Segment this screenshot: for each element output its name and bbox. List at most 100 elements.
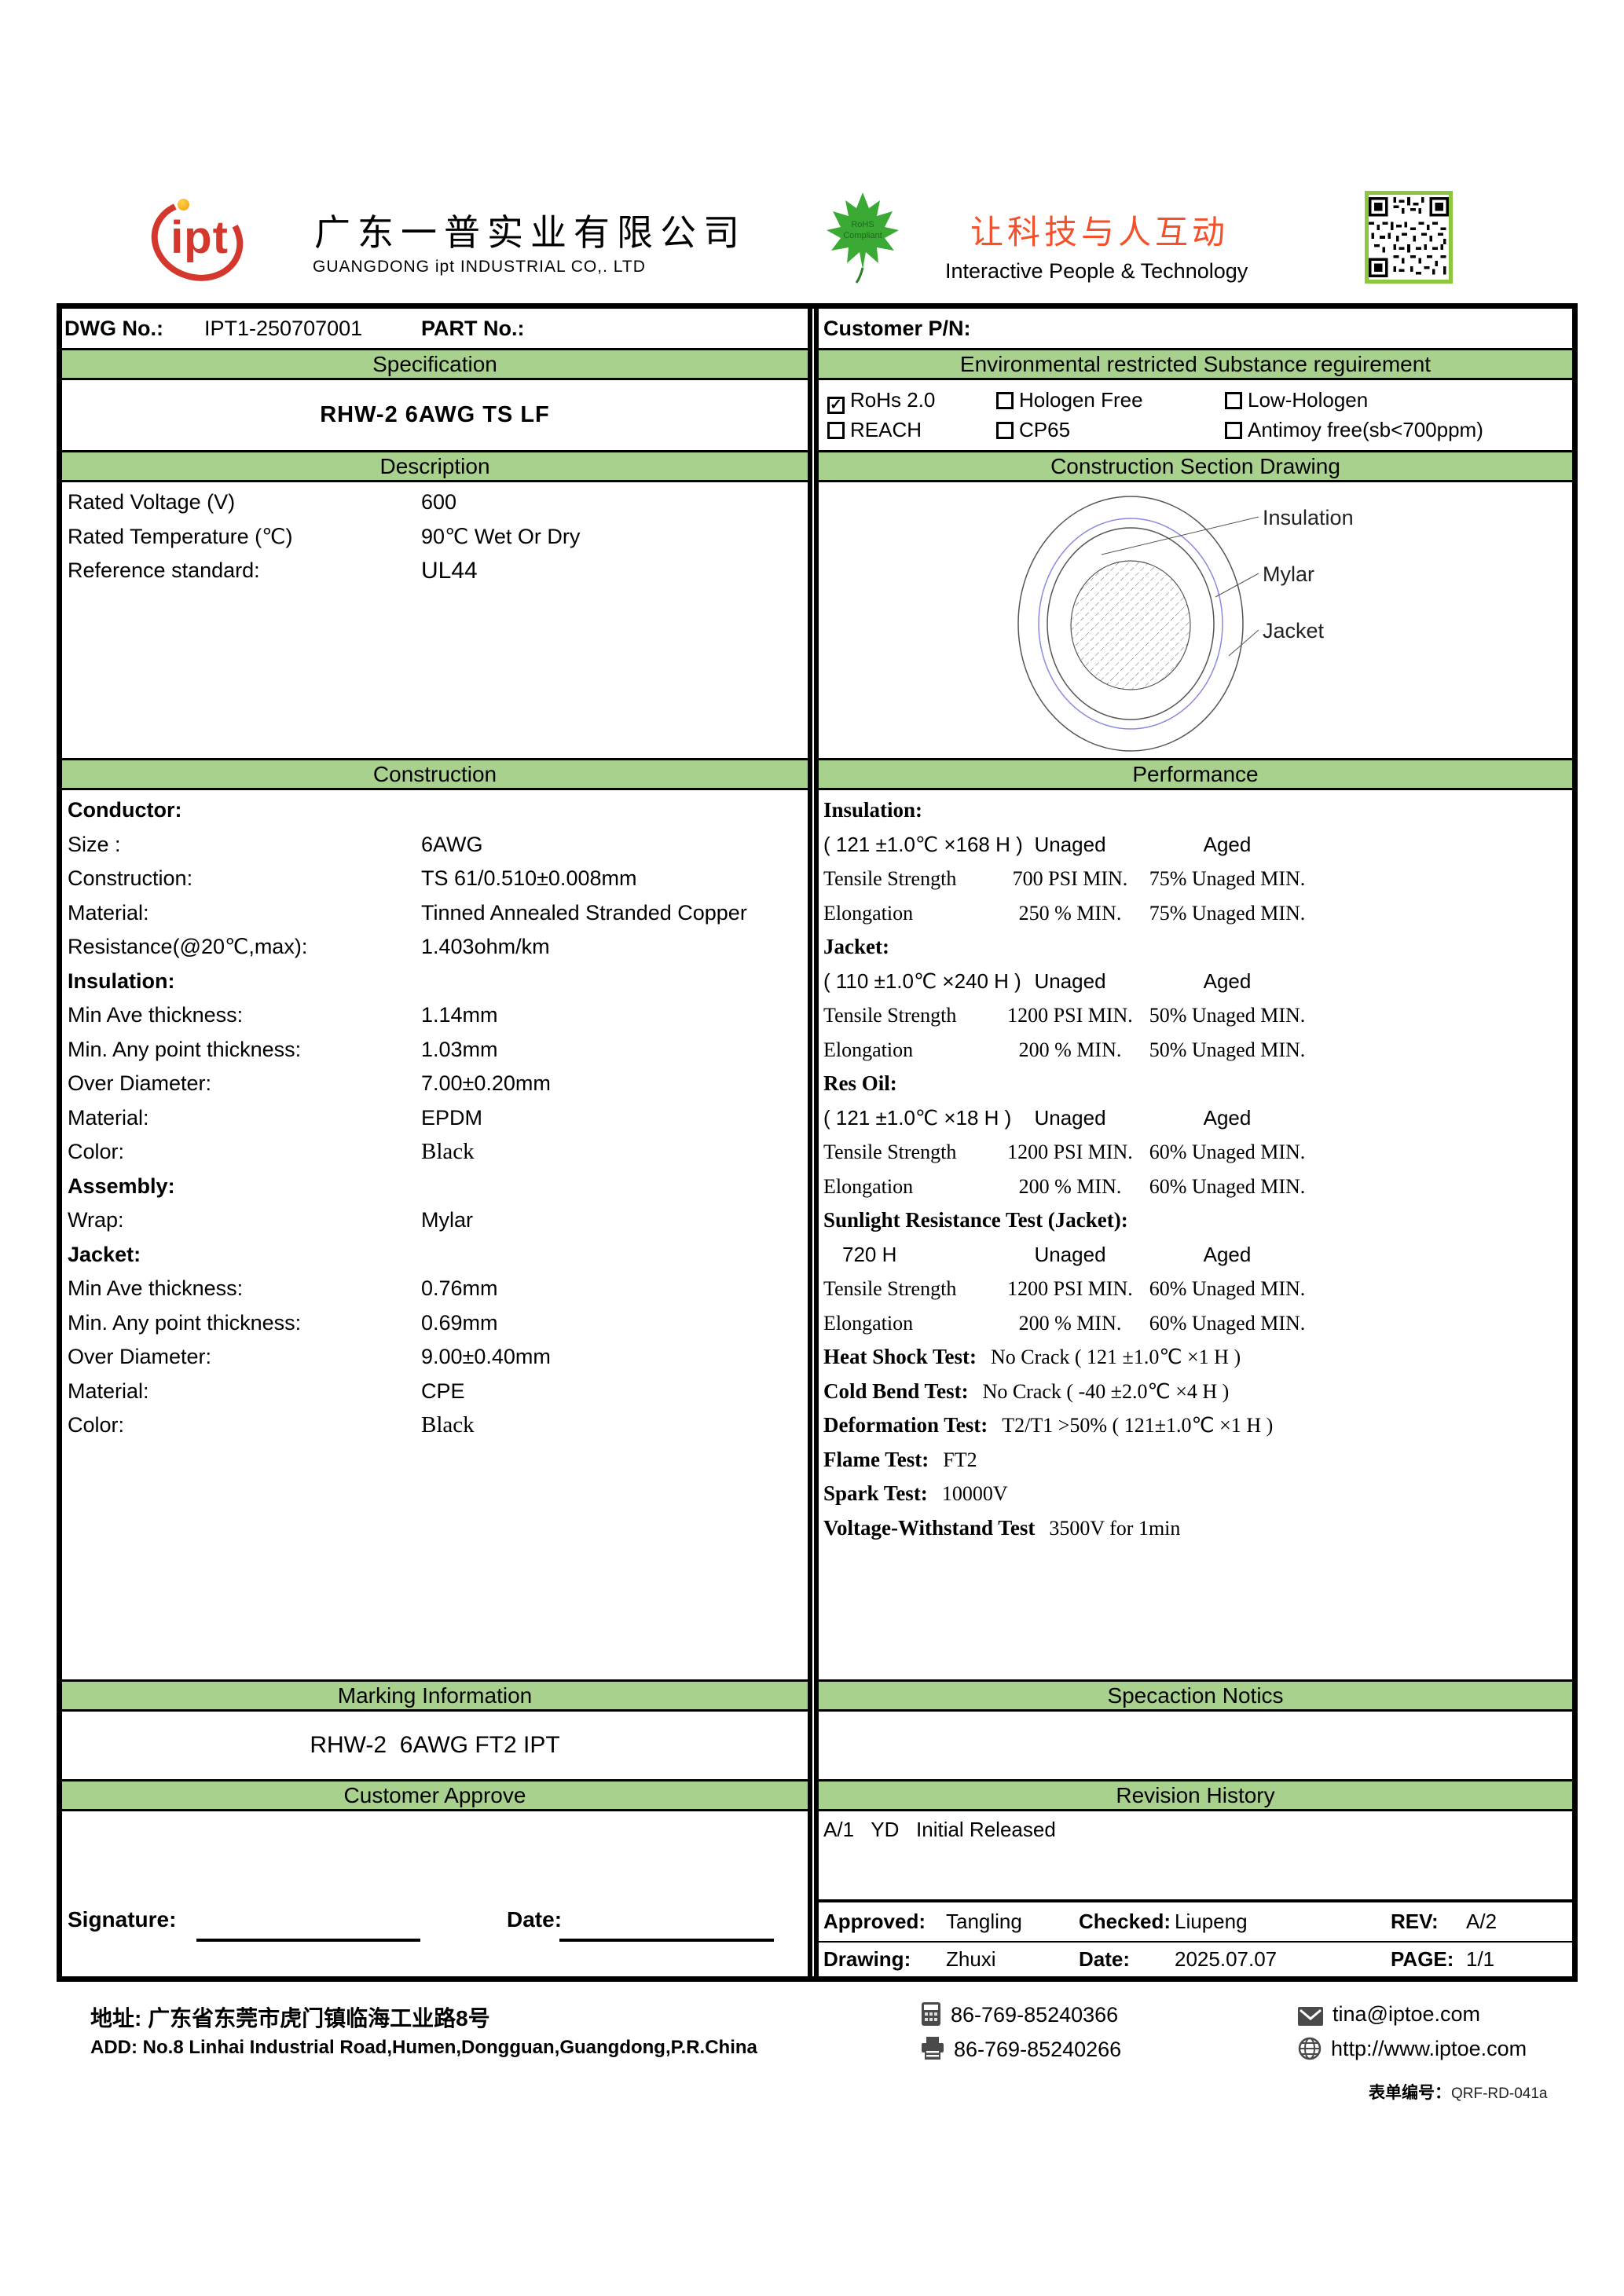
row-value: 1.03mm	[421, 1037, 498, 1061]
construction-row: Min Ave thickness: 1.14mm	[62, 998, 808, 1033]
row-label: Material:	[68, 1105, 149, 1130]
checkbox-icon[interactable]: ✓	[827, 397, 845, 414]
performance-row: Elongation 200 % MIN. 60% Unaged MIN.	[819, 1306, 1572, 1341]
checkbox-hologen-free[interactable]: Hologen Free	[996, 388, 1143, 412]
date-line[interactable]	[559, 1939, 774, 1942]
row-value: 0.69mm	[421, 1310, 498, 1335]
perf-c2: 700 PSI MIN.	[1012, 867, 1128, 890]
construction-row: Insulation:	[62, 965, 808, 999]
perf-c2: 200 % MIN.	[1018, 1311, 1122, 1335]
page-label: PAGE:	[1391, 1947, 1454, 1971]
construction-row: Resistance(@20℃,max): 1.403ohm/km	[62, 930, 808, 965]
row-label: Insulation:	[68, 969, 175, 993]
date-label: Date:	[1079, 1947, 1131, 1971]
company-name-cn: 广东一普实业有限公司	[314, 212, 746, 253]
checkbox-antimoy-free[interactable]: Antimoy free(sb<700ppm)	[1225, 418, 1483, 441]
perf-c1: Spark Test:	[823, 1481, 928, 1505]
checkbox-icon[interactable]	[1225, 422, 1242, 439]
checkbox-label: CP65	[1019, 418, 1071, 441]
row-value: CPE	[421, 1379, 465, 1403]
revision-block: A/1 YD Initial Released Approved: Tangli…	[819, 1811, 1572, 1976]
checkbox-icon[interactable]	[996, 422, 1014, 439]
perf-c1: Sunlight Resistance Test (Jacket):	[823, 1208, 1128, 1232]
perf-c1: Elongation	[823, 1174, 914, 1198]
perf-c3: Aged	[1203, 1105, 1252, 1130]
approval-row: Drawing: Zhuxi Date: 2025.07.07 PAGE: 1/…	[819, 1943, 1572, 1976]
row-label: Assembly:	[68, 1174, 175, 1198]
checkbox-icon[interactable]	[827, 422, 845, 439]
phone-number: 86-769-85240366	[951, 2003, 1119, 2027]
rohs-leaf-icon: RoHS Compliant	[823, 191, 902, 284]
perf-c1: ( 110 ±1.0℃ ×240 H )	[823, 969, 1021, 993]
perf-c3: 75% Unaged MIN.	[1149, 901, 1306, 925]
form-number-label: 表单编号：	[1369, 2084, 1451, 2102]
construction-row: Conductor:	[62, 793, 808, 828]
construction-row: Color: Black	[62, 1408, 808, 1443]
construction-row: Construction: TS 61/0.510±0.008mm	[62, 862, 808, 896]
perf-c3: 60% Unaged MIN.	[1149, 1277, 1306, 1300]
environment-block: ✓ RoHs 2.0 Hologen Free Low-Hologen REACH…	[819, 380, 1572, 450]
row-label: Over Diameter:	[68, 1071, 212, 1095]
marking-text: RHW-2 6AWG FT2 IPT	[310, 1732, 560, 1758]
performance-block: Insulation: ( 121 ±1.0℃ ×168 H ) Unaged Ag…	[819, 790, 1572, 1679]
perf-c1: Elongation	[823, 1038, 914, 1061]
section-header-revision-history: Revision History	[819, 1779, 1572, 1811]
checkbox-icon[interactable]	[1225, 392, 1242, 409]
phone-icon	[921, 2001, 941, 2032]
perf-c1: Res Oil:	[823, 1071, 897, 1095]
company-name-en: GUANGDONG ipt INDUSTRIAL CO,. LTD	[313, 258, 646, 276]
perf-c2: 200 % MIN.	[1018, 1174, 1122, 1198]
checkbox-label: RoHs 2.0	[850, 388, 936, 412]
row-value: 0.76mm	[421, 1276, 498, 1300]
row-label: Size :	[68, 832, 121, 856]
perf-c2: 1200 PSI MIN.	[1007, 1141, 1133, 1163]
row-value: Tinned Annealed Stranded Copper	[421, 900, 747, 925]
checkbox-rohs[interactable]: ✓ RoHs 2.0	[827, 388, 935, 414]
checkbox-low-hologen[interactable]: Low-Hologen	[1225, 388, 1368, 412]
perf-c1: Tensile Strength	[823, 1004, 957, 1027]
performance-row: Sunlight Resistance Test (Jacket):	[819, 1203, 1572, 1238]
slogan-en: Interactive People & Technology	[945, 259, 1248, 283]
row-label: Color:	[68, 1413, 125, 1437]
checkbox-icon[interactable]	[996, 392, 1014, 409]
section-header-marking: Marking Information	[62, 1679, 808, 1712]
svg-text:Compliant: Compliant	[843, 231, 882, 240]
row-label: Rated Temperature (℃)	[68, 524, 293, 548]
row-value: 600	[421, 490, 457, 514]
construction-row: Min. Any point thickness: 1.03mm	[62, 1033, 808, 1067]
row-value: TS 61/0.510±0.008mm	[421, 866, 637, 890]
phone-item: 86-769-85240366	[921, 2001, 1118, 2032]
perf-c1: Cold Bend Test:	[823, 1379, 969, 1403]
performance-row: Elongation 250 % MIN. 75% Unaged MIN.	[819, 896, 1572, 931]
approved-label: Approved:	[823, 1910, 926, 1933]
globe-icon	[1298, 2037, 1322, 2066]
signature-line[interactable]	[196, 1939, 420, 1942]
perf-c2: 1200 PSI MIN.	[1007, 1277, 1133, 1300]
section-header-drawing: Construction Section Drawing	[819, 450, 1572, 482]
customer-pn-label: Customer P/N:	[823, 317, 971, 340]
drawing-label-insulation: Insulation	[1263, 506, 1354, 529]
date-label: Date:	[507, 1907, 563, 1932]
row-value: UL44	[421, 558, 478, 584]
company-logo: ipt	[141, 188, 254, 293]
email-address: tina@iptoe.com	[1333, 2002, 1480, 2026]
perf-c1: Insulation:	[823, 798, 923, 822]
perf-c2: Unaged	[1034, 1105, 1106, 1130]
drawing-label: Drawing:	[823, 1947, 911, 1971]
row-label: Color:	[68, 1140, 125, 1163]
customer-pn-row: Customer P/N:	[819, 309, 1572, 348]
checkbox-cp65[interactable]: CP65	[996, 418, 1070, 441]
checkbox-reach[interactable]: REACH	[827, 418, 922, 441]
part-no-label: PART No.:	[421, 317, 525, 340]
row-value: 1.403ohm/km	[421, 935, 550, 958]
perf-c2: No Crack ( -40 ±2.0℃ ×4 H )	[982, 1379, 1230, 1403]
fax-item: 86-769-85240266	[921, 2036, 1121, 2067]
performance-row: Flame Test: FT2	[819, 1443, 1572, 1478]
dwg-row: DWG No.: IPT1-250707001 PART No.:	[62, 309, 808, 348]
perf-c2: Unaged	[1034, 969, 1106, 993]
construction-row: Wrap: Mylar	[62, 1203, 808, 1238]
construction-row: Jacket:	[62, 1238, 808, 1273]
row-label: Wrap:	[68, 1208, 124, 1232]
qr-code	[1365, 191, 1453, 284]
spec-sheet: DWG No.: IPT1-250707001 PART No.: Specif…	[57, 303, 1578, 1982]
